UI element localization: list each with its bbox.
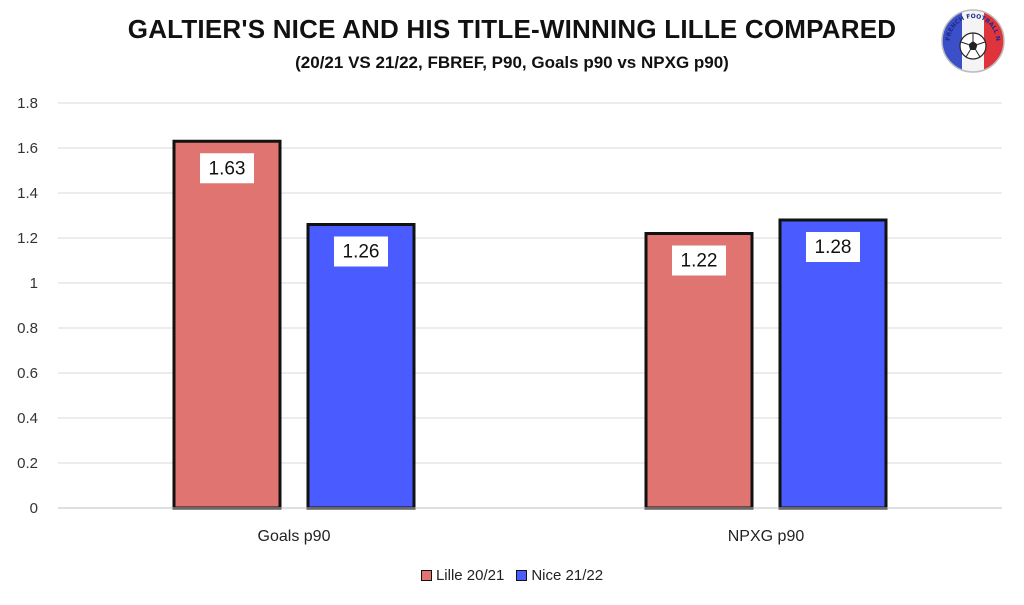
site-logo: GET FRENCH FOOTBALL NEWS <box>940 8 1005 73</box>
data-label: 1.63 <box>209 158 246 179</box>
data-label: 1.26 <box>343 242 380 263</box>
data-label-box <box>806 232 860 262</box>
football-icon <box>959 32 987 60</box>
chart-legend: Lille 20/21 Nice 21/22 <box>0 567 1024 585</box>
chart-subtitle: (20/21 VS 21/22, FBREF, P90, Goals p90 v… <box>295 53 729 72</box>
bar <box>172 139 282 510</box>
bar <box>778 218 888 510</box>
legend-item: Lille 20/21 <box>420 567 505 584</box>
y-tick-label: 0 <box>30 500 38 517</box>
bar <box>644 232 754 510</box>
legend-label: Nice 21/22 <box>531 567 604 584</box>
y-tick-label: 0.8 <box>17 320 38 337</box>
y-tick-label: 1.2 <box>17 230 38 247</box>
y-tick-label: 0.2 <box>17 455 38 472</box>
legend-swatch <box>420 570 432 581</box>
y-tick-label: 1.4 <box>17 185 38 202</box>
data-label-box <box>334 236 388 267</box>
legend-label: Lille 20/21 <box>435 567 505 584</box>
y-tick-label: 1 <box>30 275 38 292</box>
chart-title: GALTIER'S NICE AND HIS TITLE-WINNING LIL… <box>127 14 897 44</box>
y-tick-label: 0.4 <box>17 410 38 427</box>
bar <box>306 223 416 510</box>
y-tick-label: 0.6 <box>17 365 38 382</box>
y-tick-label: 1.8 <box>17 95 38 112</box>
data-label-box <box>200 153 254 184</box>
legend-swatch <box>516 570 528 581</box>
data-label-box <box>672 245 726 276</box>
legend-item: Nice 21/22 <box>516 567 603 584</box>
y-tick-label: 1.6 <box>17 140 38 157</box>
data-label: 1.22 <box>681 251 718 272</box>
x-category-label: NPXG p90 <box>728 528 805 545</box>
x-category-label: Goals p90 <box>258 528 331 545</box>
data-label: 1.28 <box>815 237 852 258</box>
